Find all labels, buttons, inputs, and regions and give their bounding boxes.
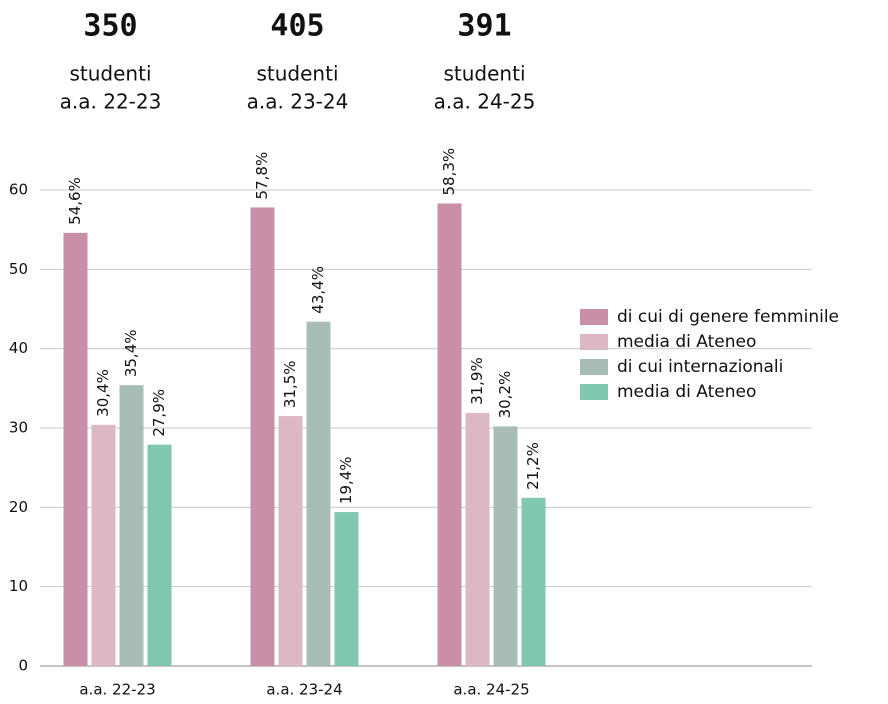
student-count: 405 — [270, 9, 324, 44]
legend-label: di cui internazionali — [617, 357, 783, 377]
student-count: 350 — [83, 9, 137, 44]
y-tick-label: 40 — [9, 339, 28, 357]
y-tick-label: 30 — [9, 419, 28, 437]
value-label: 30,2% — [496, 371, 514, 419]
legend-swatch — [580, 384, 608, 400]
legend-swatch — [580, 334, 608, 350]
value-label: 31,5% — [281, 360, 299, 408]
bar — [278, 416, 303, 666]
header-line: studenti — [443, 62, 525, 86]
bar — [63, 232, 88, 666]
bar — [465, 412, 490, 666]
value-label: 19,4% — [337, 456, 355, 504]
legend-swatch — [580, 359, 608, 375]
bar — [334, 512, 359, 666]
header-line: a.a. 23-24 — [247, 90, 349, 114]
value-label: 31,9% — [468, 357, 486, 405]
bar — [493, 426, 518, 666]
value-label: 57,8% — [253, 152, 271, 200]
header-line: a.a. 22-23 — [60, 90, 162, 114]
x-tick-label: a.a. 23-24 — [266, 681, 342, 699]
y-tick-label: 10 — [9, 577, 28, 595]
y-tick-label: 50 — [9, 260, 28, 278]
bar — [521, 497, 546, 666]
legend-label: media di Ateneo — [617, 382, 756, 402]
bar — [250, 207, 275, 666]
value-label: 35,4% — [122, 330, 140, 378]
legend-swatch — [580, 309, 608, 325]
legend-label: di cui di genere femminile — [617, 307, 839, 327]
x-tick-label: a.a. 24-25 — [453, 681, 529, 699]
y-tick-label: 20 — [9, 498, 28, 516]
bar — [91, 424, 116, 666]
bar — [147, 444, 172, 666]
value-label: 30,4% — [94, 369, 112, 417]
bar — [119, 385, 144, 666]
header-line: studenti — [69, 62, 151, 86]
bar — [306, 321, 331, 666]
student-count: 391 — [457, 9, 511, 44]
bar — [437, 203, 462, 666]
header-line: studenti — [256, 62, 338, 86]
y-tick-label: 0 — [18, 657, 28, 675]
y-tick-label: 60 — [9, 181, 28, 199]
value-label: 21,2% — [524, 442, 542, 490]
header-line: a.a. 24-25 — [434, 90, 536, 114]
x-tick-label: a.a. 22-23 — [79, 681, 155, 699]
value-label: 54,6% — [66, 177, 84, 225]
legend-label: media di Ateneo — [617, 332, 756, 352]
value-label: 27,9% — [150, 389, 168, 437]
value-label: 58,3% — [440, 148, 458, 196]
value-label: 43,4% — [309, 266, 327, 314]
